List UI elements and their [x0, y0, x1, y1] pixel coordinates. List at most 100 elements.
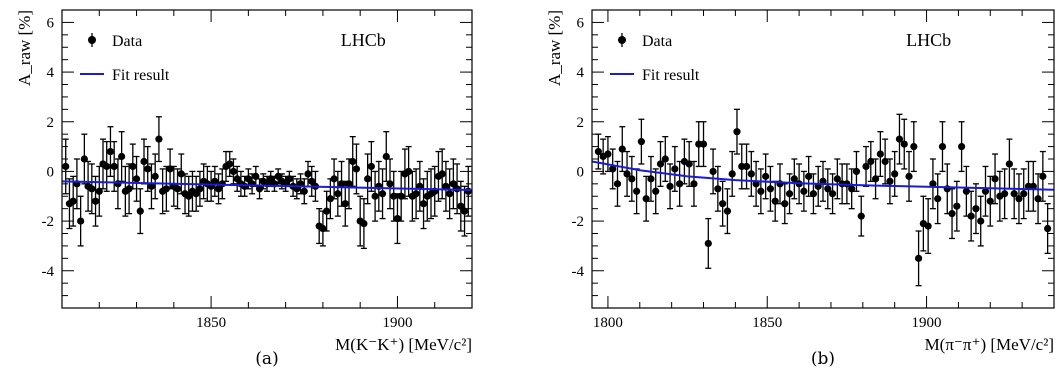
data-point: [304, 170, 312, 178]
data-point: [319, 224, 327, 233]
data-point: [671, 165, 679, 173]
data-point: [833, 175, 841, 183]
data-point: [285, 175, 293, 183]
plot-area-a: [62, 116, 472, 250]
x-tick-label: 1800: [593, 315, 623, 331]
data-point: [144, 165, 152, 173]
data-point: [118, 152, 126, 161]
data-point: [308, 177, 316, 185]
y-tick-label: -2: [572, 214, 585, 230]
y-tick-label: 2: [577, 115, 585, 131]
data-point: [233, 175, 241, 183]
data-point: [393, 215, 402, 223]
y-axis-label-b: A_raw [%]: [545, 10, 564, 86]
data-point: [110, 162, 118, 171]
chart-panel-a: 1850 1900 -4 -2 0 2 4 6 Data Fit result LHCb M(…: [15, 9, 473, 369]
legend-b: Data Fit result: [610, 33, 700, 84]
data-point: [785, 190, 794, 198]
data-point: [938, 142, 947, 151]
data-point: [948, 210, 956, 218]
data-point: [326, 195, 334, 203]
data-point: [464, 187, 472, 195]
data-point: [891, 170, 899, 178]
data-point: [255, 185, 264, 193]
data-point: [155, 135, 163, 143]
data-point: [196, 185, 204, 193]
data-point: [704, 239, 712, 248]
ticks-b: 1800 1850 1900 -4 -2 0 2 4 6: [572, 10, 1055, 331]
data-point: [790, 175, 798, 183]
data-point: [929, 180, 937, 188]
data-point: [69, 197, 77, 205]
data-point: [895, 135, 904, 143]
data-point: [953, 202, 961, 210]
plot-area-b: [592, 108, 1054, 287]
data-point: [214, 185, 223, 193]
data-point: [341, 200, 349, 208]
data-point: [323, 207, 331, 215]
chart-panel-b: 1800 1850 1900 -4 -2 0 2 4 6 Data Fit result LHC…: [545, 9, 1055, 369]
panel-caption-b: (b): [811, 349, 835, 369]
data-point: [367, 162, 375, 171]
ticks-a: 1850 1900 -4 -2 0 2 4 6: [42, 10, 473, 331]
data-point: [666, 182, 674, 190]
legend-label-data-a: Data: [112, 33, 142, 50]
data-point: [728, 170, 736, 178]
lhcb-label-a: LHCb: [341, 30, 386, 50]
data-point: [229, 167, 238, 176]
data-point: [91, 197, 100, 205]
x-tick-label: 1850: [196, 315, 226, 331]
data-point: [226, 160, 234, 168]
x-tick-label: 1900: [912, 315, 942, 331]
y-tick-label: -4: [42, 264, 55, 280]
data-point: [177, 170, 185, 178]
data-point: [757, 187, 765, 195]
data-point: [1010, 190, 1018, 198]
data-point: [723, 207, 732, 215]
data-point: [166, 165, 174, 173]
data-point: [460, 207, 469, 215]
data-point: [828, 190, 837, 198]
data-point: [676, 180, 684, 188]
data-point: [690, 180, 698, 188]
data-point: [637, 138, 645, 146]
data-point: [136, 207, 144, 215]
data-point: [1044, 224, 1052, 233]
data-point: [633, 187, 641, 195]
data-point: [1001, 190, 1009, 198]
data-point: [905, 172, 913, 180]
data-point: [642, 195, 650, 203]
data-point: [95, 187, 103, 195]
data-point: [211, 177, 219, 185]
data-point: [618, 145, 626, 153]
data-point: [397, 192, 405, 200]
data-point: [934, 195, 942, 203]
plot-frame-b: [591, 9, 1055, 309]
x-tick-label: 1900: [382, 315, 412, 331]
data-point: [378, 190, 387, 198]
data-point: [352, 165, 361, 173]
data-point: [977, 217, 985, 225]
data-point: [924, 222, 932, 230]
data-point: [449, 180, 457, 188]
data-point: [876, 150, 884, 158]
y-tick-label: 0: [47, 164, 55, 180]
data-point: [886, 177, 894, 185]
data-point: [244, 175, 252, 183]
data-point: [405, 167, 413, 176]
data-point: [766, 185, 775, 193]
data-point: [1005, 160, 1013, 168]
data-point: [252, 172, 260, 180]
data-point: [781, 200, 789, 208]
data-point: [981, 187, 990, 195]
data-point: [914, 254, 923, 262]
data-point: [881, 157, 889, 166]
data-point: [77, 217, 85, 225]
data-point: [967, 212, 975, 220]
panel-caption-a: (a): [255, 349, 278, 369]
data-point: [364, 175, 372, 183]
data-point: [771, 197, 779, 205]
data-point: [742, 162, 751, 171]
data-point: [457, 202, 465, 210]
